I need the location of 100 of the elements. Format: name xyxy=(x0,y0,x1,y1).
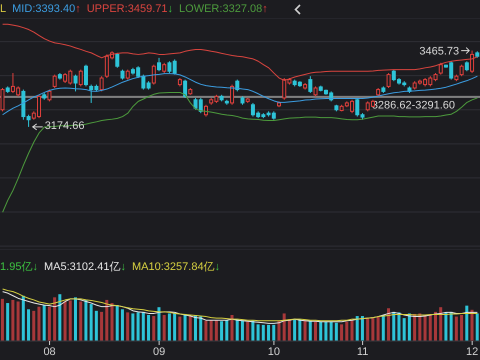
bar xyxy=(251,320,254,341)
bar xyxy=(262,324,265,341)
candlestick xyxy=(84,64,88,87)
bar xyxy=(465,306,468,341)
bar xyxy=(267,324,270,341)
bar xyxy=(236,319,239,341)
bar xyxy=(173,313,176,341)
bar xyxy=(58,294,62,341)
bar xyxy=(94,310,98,341)
bar xyxy=(230,315,234,341)
bar xyxy=(428,315,432,341)
text: LOWER:3327.08↑ xyxy=(179,3,268,15)
candlestick xyxy=(78,69,83,87)
bar xyxy=(142,312,145,341)
bar xyxy=(214,320,218,341)
candlestick xyxy=(52,74,57,88)
bar xyxy=(136,312,140,341)
bar xyxy=(376,316,380,341)
bar xyxy=(434,312,437,341)
text: MID:3393.40↑ xyxy=(12,3,81,15)
bar xyxy=(413,314,416,341)
bar xyxy=(16,301,20,341)
candlestick xyxy=(314,86,318,97)
bar xyxy=(0,298,4,341)
bar xyxy=(470,310,474,341)
bar xyxy=(397,312,400,341)
bar xyxy=(356,316,359,341)
bar xyxy=(366,318,370,341)
bar xyxy=(371,318,374,341)
candlestick xyxy=(162,62,166,74)
candlestick xyxy=(464,60,469,72)
bar xyxy=(293,319,296,341)
bar xyxy=(178,316,182,341)
bar xyxy=(68,300,72,341)
bar xyxy=(37,306,40,341)
bar xyxy=(304,320,307,341)
bar xyxy=(162,315,166,341)
text: MA5:3102.41亿↓ xyxy=(44,260,126,272)
bar xyxy=(105,300,108,341)
annotation: 3465.73 xyxy=(419,46,460,58)
text: L xyxy=(0,3,6,15)
bar xyxy=(439,307,442,341)
text: 1.95亿↓ xyxy=(0,260,38,274)
bar xyxy=(22,296,25,341)
bar xyxy=(476,313,479,341)
bar xyxy=(444,312,448,341)
bar xyxy=(424,315,427,341)
bar xyxy=(152,316,156,341)
candlestick xyxy=(120,69,124,80)
bar xyxy=(168,313,171,341)
bar xyxy=(53,297,56,341)
bar xyxy=(188,316,192,341)
band-label: 3286.62-3291.60 xyxy=(372,100,455,112)
bar xyxy=(450,312,453,341)
bar xyxy=(319,322,322,341)
text: UPPER:3459.71↓ xyxy=(86,3,173,15)
x-tick-label: 10 xyxy=(268,346,280,358)
bar xyxy=(220,321,224,341)
bar xyxy=(27,309,30,341)
x-tick-label: 08 xyxy=(43,346,56,358)
bar xyxy=(314,322,317,341)
bar xyxy=(194,315,197,341)
bar xyxy=(350,320,354,341)
bar xyxy=(272,324,276,341)
bar xyxy=(126,312,130,341)
bar xyxy=(308,320,312,341)
bar xyxy=(157,307,160,341)
bar xyxy=(42,305,46,341)
bar xyxy=(387,308,390,341)
bar xyxy=(225,320,228,341)
bar xyxy=(330,322,333,341)
bar xyxy=(288,319,291,341)
bar xyxy=(256,324,260,341)
bar xyxy=(79,301,82,341)
bar xyxy=(116,305,119,341)
bar xyxy=(454,316,458,341)
bar xyxy=(282,313,286,341)
bar xyxy=(298,319,302,341)
bar xyxy=(246,322,250,341)
candlestick xyxy=(386,72,391,88)
candlestick xyxy=(126,69,130,80)
bar xyxy=(210,320,213,341)
bar xyxy=(6,303,10,341)
x-tick-label: 12 xyxy=(466,346,478,358)
bar xyxy=(131,313,134,341)
bar xyxy=(402,318,406,341)
candlestick xyxy=(308,76,312,94)
bar xyxy=(324,322,328,341)
bar xyxy=(100,312,104,341)
x-tick-label: 11 xyxy=(356,346,368,358)
candlestick xyxy=(183,79,188,98)
bar xyxy=(204,320,208,341)
candlestick xyxy=(152,64,156,86)
bar xyxy=(418,313,422,341)
bar xyxy=(48,306,51,341)
bar xyxy=(110,303,114,341)
candlestick xyxy=(470,50,474,74)
bar xyxy=(84,300,88,341)
bar xyxy=(334,322,338,341)
candlestick xyxy=(460,64,464,77)
